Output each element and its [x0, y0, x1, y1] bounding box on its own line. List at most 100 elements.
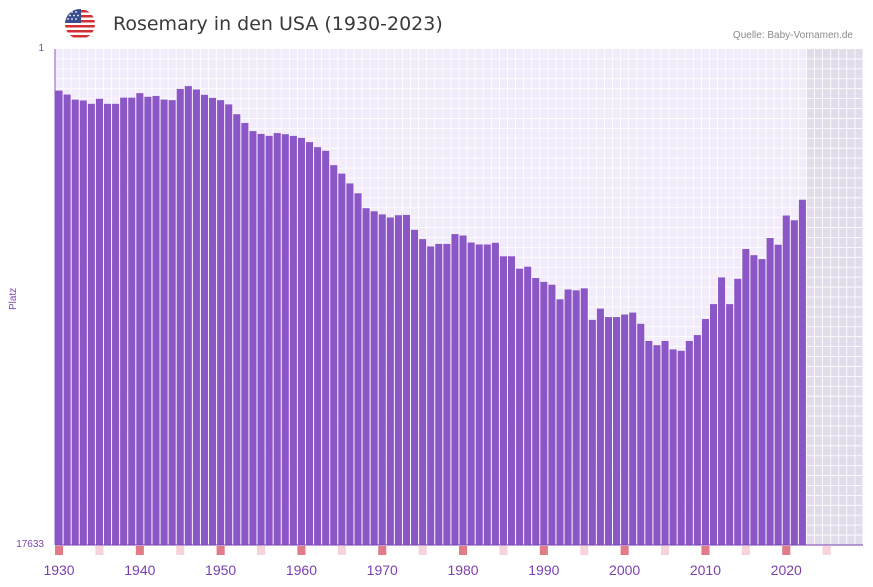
bar-1999 [613, 317, 621, 545]
bar-1990 [540, 281, 548, 545]
bar-1972 [394, 215, 402, 546]
bar-1947 [192, 89, 200, 545]
bar-1930 [55, 90, 63, 546]
bar-2001 [629, 312, 637, 545]
bar-1937 [112, 103, 120, 546]
bar-1967 [354, 193, 362, 545]
bar-2008 [685, 340, 693, 545]
x-tick-1930: 1930 [43, 562, 74, 578]
bar-2012 [718, 277, 726, 545]
bar-1975 [419, 239, 427, 546]
marker-1965 [337, 546, 346, 555]
bar-1983 [483, 244, 491, 545]
bar-1944 [168, 100, 176, 546]
marker-1995 [580, 546, 589, 555]
bar-2004 [653, 345, 661, 545]
bar-1958 [281, 134, 289, 545]
bar-2021 [790, 220, 798, 545]
source-credit: Quelle: Baby-Vornamen.de [732, 30, 853, 41]
bar-1968 [362, 208, 370, 545]
bar-1959 [289, 135, 297, 546]
x-tick-1940: 1940 [124, 562, 155, 578]
bar-1932 [71, 99, 79, 545]
bar-1973 [402, 214, 411, 546]
marker-1935 [95, 546, 104, 555]
bar-1998 [604, 317, 613, 545]
y-tick-bottom: 17633 [16, 539, 44, 550]
marker-2005 [661, 546, 670, 555]
bar-1985 [499, 256, 507, 545]
bar-2005 [661, 340, 669, 545]
bar-1987 [516, 268, 524, 545]
bar-1952 [233, 114, 241, 546]
marker-2015 [741, 546, 750, 555]
bar-1963 [322, 150, 330, 545]
x-tick-1970: 1970 [367, 562, 398, 578]
bar-1970 [378, 214, 386, 545]
bar-1957 [273, 133, 281, 545]
bar-1950 [217, 100, 225, 546]
bar-1992 [556, 299, 564, 545]
marker-1970 [378, 546, 387, 555]
marker-1990 [539, 546, 548, 555]
bar-1940 [136, 93, 144, 545]
bar-1945 [176, 88, 184, 545]
marker-1940 [135, 546, 144, 555]
bar-1978 [443, 243, 451, 545]
marker-1950 [216, 546, 225, 555]
bar-2010 [701, 319, 709, 545]
bar-1981 [467, 242, 475, 545]
bar-2022 [798, 199, 806, 546]
bar-2007 [677, 350, 685, 545]
bar-1997 [596, 308, 604, 545]
bar-1934 [87, 103, 95, 546]
bar-1951 [225, 104, 233, 546]
bar-1954 [249, 131, 257, 545]
bar-2003 [645, 340, 653, 545]
bar-1946 [184, 86, 192, 545]
x-tick-1950: 1950 [205, 562, 236, 578]
grid-lines [54, 49, 864, 545]
decade-markers [55, 546, 831, 555]
bar-1960 [297, 137, 305, 545]
bar-1974 [411, 229, 419, 545]
marker-1955 [257, 546, 266, 555]
marker-2000 [620, 546, 629, 555]
bar-2018 [766, 238, 774, 545]
bar-1955 [257, 133, 265, 545]
bar-1942 [152, 95, 160, 546]
bar-1986 [507, 256, 516, 545]
bar-1948 [200, 94, 209, 546]
bar-2019 [774, 244, 782, 545]
y-tick-top: 1 [38, 43, 44, 54]
chart-title: Rosemary in den USA (1930-2023) [113, 13, 443, 35]
bar-2009 [693, 335, 701, 545]
bar-1993 [564, 289, 572, 545]
marker-2025 [822, 546, 831, 555]
marker-1945 [176, 546, 185, 555]
bar-2002 [637, 323, 645, 545]
x-tick-2010: 2010 [690, 562, 721, 578]
bar-2017 [758, 259, 766, 545]
bar-1979 [451, 234, 459, 545]
bar-1964 [330, 165, 338, 545]
x-tick-1990: 1990 [528, 562, 559, 578]
bar-2015 [742, 248, 750, 545]
bar-1953 [241, 122, 249, 545]
bar-1976 [427, 246, 435, 545]
bar-1931 [63, 94, 71, 546]
bar-1965 [338, 173, 346, 545]
bar-1956 [265, 135, 273, 546]
marker-2010 [701, 546, 710, 555]
x-tick-1960: 1960 [286, 562, 317, 578]
marker-1985 [499, 546, 508, 555]
bar-1995 [580, 288, 588, 545]
bar-1936 [103, 103, 112, 546]
bar-1961 [305, 142, 314, 545]
bar-2016 [750, 255, 758, 546]
bar-1938 [120, 97, 128, 545]
bar-1962 [314, 147, 322, 545]
marker-1930 [55, 546, 64, 555]
bar-1991 [548, 284, 556, 545]
